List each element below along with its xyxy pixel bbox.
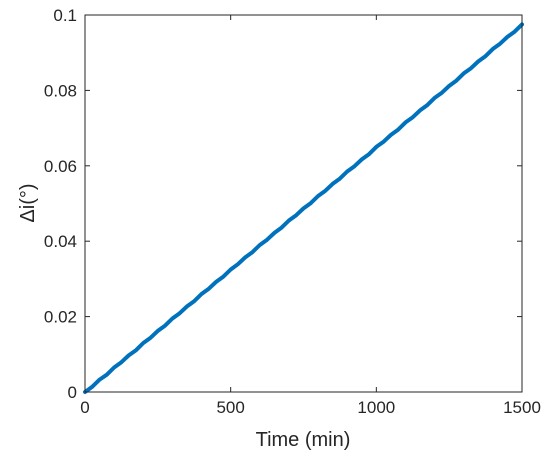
x-tick-label: 1500 <box>503 398 541 417</box>
x-tick-label: 500 <box>216 398 244 417</box>
y-tick-label: 0.1 <box>53 6 77 25</box>
x-tick-label: 0 <box>80 398 89 417</box>
y-tick-label: 0.04 <box>44 232 77 251</box>
series-line <box>83 22 524 394</box>
series-layer <box>83 22 524 394</box>
ticks-layer: 0 500 1000 1500 0 0.02 0.04 0.06 0.08 0.1 <box>44 6 541 417</box>
y-axis-label: Δi(°) <box>17 183 39 222</box>
y-tick-label: 0.02 <box>44 308 77 327</box>
x-tick-label: 1000 <box>357 398 395 417</box>
x-axis-label: Time (min) <box>256 429 351 451</box>
plot-frame <box>84 14 523 393</box>
y-tick-label: 0.08 <box>44 81 77 100</box>
y-tick-label: 0 <box>68 383 77 402</box>
y-tick-label: 0.06 <box>44 157 77 176</box>
